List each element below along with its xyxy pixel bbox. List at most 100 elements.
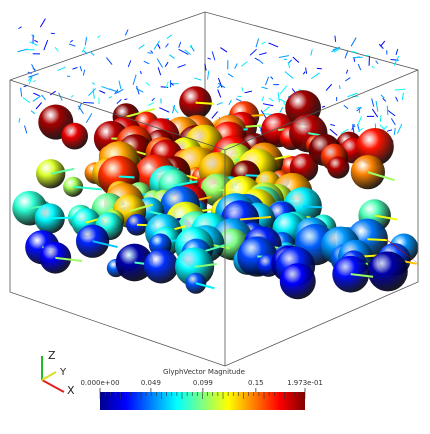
- vector-glyph: [159, 108, 169, 113]
- vector-glyph: [311, 73, 319, 79]
- vector-glyph: [345, 51, 348, 58]
- vector-glyph: [147, 53, 151, 54]
- vector-glyph: [42, 95, 46, 100]
- vector-glyph: [152, 98, 155, 101]
- vector-glyph: [259, 53, 266, 55]
- vector-glyph: [372, 99, 374, 107]
- vector-glyph: [220, 48, 227, 53]
- vector-glyph: [28, 74, 38, 78]
- vector-glyph: [124, 99, 127, 100]
- vector-glyph: [269, 98, 273, 101]
- vector-glyph: [387, 106, 388, 116]
- vector-glyph: [218, 90, 221, 98]
- vector-glyph: [83, 50, 87, 54]
- vector-glyph: [397, 124, 401, 134]
- vector-glyph: [396, 49, 398, 55]
- vector-glyph: [358, 116, 361, 124]
- vector-glyph: [346, 70, 347, 74]
- sphere-glyph: [327, 156, 349, 178]
- vector-glyph: [208, 58, 211, 59]
- vector-glyph: [217, 85, 220, 88]
- vector-glyph: [402, 93, 403, 100]
- vector-glyph: [169, 55, 174, 59]
- vector-glyph: [21, 88, 22, 97]
- vector-glyph: [44, 40, 48, 50]
- vector-glyph: [303, 206, 323, 207]
- vector-glyph: [263, 104, 273, 106]
- vector-glyph: [335, 36, 336, 42]
- vector-glyph: [271, 77, 273, 79]
- vector-glyph: [148, 102, 154, 105]
- colorbar-tick-label: 0.000e+00: [80, 379, 119, 387]
- colorbar-title: GlyphVector Magnitude: [163, 368, 245, 376]
- vector-glyph: [322, 106, 325, 107]
- sphere-glyph: [144, 249, 179, 284]
- vector-glyph: [269, 43, 279, 47]
- vector-glyph: [144, 61, 149, 64]
- vector-glyph: [58, 67, 66, 70]
- vector-glyph: [157, 59, 162, 68]
- vector-glyph: [55, 47, 58, 51]
- sphere-glyph: [368, 251, 408, 291]
- vector-glyph: [278, 92, 279, 102]
- vector-glyph: [36, 102, 42, 109]
- vector-glyph: [376, 61, 379, 64]
- vector-glyph: [236, 99, 241, 101]
- vector-glyph: [372, 66, 375, 68]
- vector-glyph: [146, 82, 150, 85]
- vector-glyph: [33, 93, 39, 96]
- vector-glyph: [262, 42, 266, 44]
- vector-glyph: [31, 111, 35, 114]
- vector-glyph: [140, 71, 141, 74]
- vector-glyph: [178, 65, 186, 68]
- vector-glyph: [166, 44, 169, 48]
- vector-glyph: [50, 217, 76, 218]
- vector-glyph: [34, 40, 37, 42]
- vector-glyph: [367, 239, 387, 240]
- vector-glyph: [101, 87, 110, 90]
- vector-glyph: [351, 51, 357, 52]
- vector-glyph: [279, 56, 289, 58]
- sphere-glyph: [76, 225, 109, 258]
- vector-glyph: [19, 118, 20, 123]
- vector-glyph: [86, 113, 92, 122]
- glyph-cloud: [12, 19, 420, 300]
- vector-glyph: [303, 72, 305, 74]
- vector-glyph: [311, 49, 312, 55]
- vector-glyph: [293, 57, 299, 62]
- vector-glyph: [259, 60, 263, 64]
- vector-glyph: [106, 58, 112, 65]
- axis-label: Y: [59, 367, 67, 378]
- vector-glyph: [217, 102, 223, 104]
- vector-glyph: [330, 129, 337, 135]
- sphere-glyph: [280, 263, 316, 299]
- vector-glyph: [99, 91, 105, 94]
- vector-glyph: [117, 99, 122, 103]
- vector-glyph: [18, 27, 21, 29]
- vector-glyph: [396, 97, 398, 102]
- vector-glyph: [33, 96, 41, 101]
- vector-glyph: [136, 89, 143, 93]
- vector-glyph: [351, 38, 356, 47]
- vector-glyph: [83, 70, 84, 76]
- vector-glyph: [345, 78, 350, 81]
- vector-glyph: [83, 102, 94, 103]
- vector-glyph: [85, 37, 86, 45]
- vector-glyph: [119, 81, 121, 90]
- vector-glyph: [167, 35, 172, 39]
- vector-glyph: [241, 62, 247, 67]
- vector-glyph: [250, 49, 257, 55]
- colorbar-tick-label: 0.15: [248, 379, 264, 387]
- vector-glyph: [158, 44, 160, 48]
- vector-glyph: [165, 62, 168, 67]
- vector-glyph: [196, 103, 215, 104]
- vector-glyph: [208, 71, 209, 80]
- colorbar-tick-label: 0.099: [193, 379, 213, 387]
- vector-glyph: [33, 68, 36, 70]
- vector-glyph: [229, 100, 232, 105]
- vector-glyph: [391, 118, 395, 124]
- colorbar-tick-label: 1.973e-01: [287, 379, 323, 387]
- vector-glyph: [80, 66, 82, 71]
- vector-glyph: [344, 105, 348, 109]
- vector-glyph: [32, 64, 36, 71]
